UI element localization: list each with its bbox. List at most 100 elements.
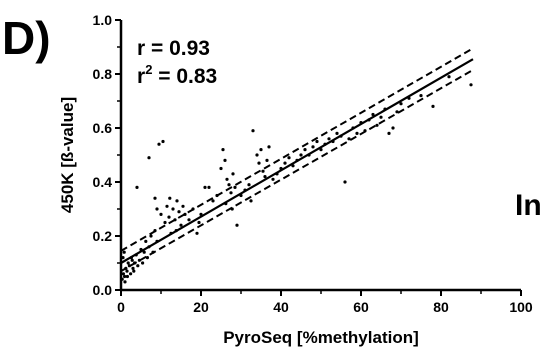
data-point [221, 148, 225, 152]
data-point [267, 145, 271, 149]
data-point [399, 102, 403, 106]
data-point [203, 185, 207, 189]
data-point [271, 177, 275, 181]
data-point [145, 256, 149, 260]
data-point [187, 218, 191, 222]
y-tick-label: 0.4 [93, 174, 113, 190]
data-point [219, 166, 223, 171]
data-point [159, 212, 163, 216]
clipped-edge-text: In [515, 189, 542, 222]
data-point [177, 210, 181, 214]
data-point [165, 204, 169, 208]
data-point [249, 199, 253, 203]
x-tick-label: 60 [353, 299, 369, 315]
r2-stat: r2 = 0.83 [137, 62, 217, 88]
data-point [167, 215, 171, 219]
data-point [233, 185, 237, 189]
data-point [142, 250, 146, 254]
data-point [121, 272, 125, 276]
data-point [311, 145, 315, 149]
x-tick-label: 40 [273, 299, 289, 315]
data-point [171, 207, 175, 211]
data-point [195, 231, 199, 235]
data-point [259, 148, 263, 152]
x-tick-label: 100 [509, 299, 533, 315]
data-point [125, 269, 129, 273]
data-point [355, 131, 359, 135]
y-tick-label: 0.0 [93, 282, 113, 298]
data-point [123, 280, 127, 284]
x-tick-label: 0 [117, 299, 125, 315]
data-point [261, 169, 265, 173]
data-point [303, 148, 307, 152]
data-point [135, 185, 139, 189]
data-point [251, 129, 255, 133]
regression-lines [120, 47, 474, 272]
data-point [235, 223, 239, 227]
data-point [371, 112, 375, 117]
data-point [207, 185, 211, 189]
data-point [157, 142, 161, 146]
data-point [131, 266, 135, 270]
data-point [469, 83, 473, 87]
data-point [335, 131, 339, 135]
plot-area: 0.0 0.2 0.4 0.6 0.8 1.0 0 20 40 60 80 100 [93, 12, 533, 315]
data-point [229, 191, 233, 195]
x-tick-label: 80 [433, 299, 449, 315]
data-point [225, 177, 229, 181]
data-point [155, 207, 159, 211]
data-point [379, 115, 383, 119]
data-point [147, 156, 151, 160]
data-point [175, 199, 179, 203]
data-point [231, 172, 235, 176]
y-axis-ticks: 0.0 0.2 0.4 0.6 0.8 1.0 [93, 12, 121, 298]
data-point [223, 158, 227, 162]
data-point [419, 94, 423, 98]
ci-lower-line [120, 69, 474, 272]
data-point [375, 123, 379, 127]
data-point [153, 196, 157, 200]
y-tick-label: 0.8 [93, 66, 113, 82]
ci-upper-line [120, 47, 474, 252]
y-axis-title: 450K [ß-value] [58, 97, 77, 213]
data-point [122, 250, 126, 254]
data-point [265, 158, 269, 162]
data-point [129, 272, 133, 276]
data-point [130, 258, 134, 262]
data-point [391, 126, 395, 130]
data-point [181, 204, 185, 208]
data-point [257, 161, 261, 165]
data-point [395, 110, 399, 114]
data-point [227, 183, 231, 187]
data-point [144, 239, 148, 243]
data-point [263, 175, 267, 179]
data-point [247, 183, 251, 187]
data-point [125, 274, 129, 279]
x-axis-ticks: 0 20 40 60 80 100 [117, 290, 533, 315]
data-point [387, 131, 391, 135]
data-point [132, 269, 136, 273]
data-point [179, 223, 183, 227]
data-point [168, 196, 172, 200]
data-point [255, 153, 259, 157]
data-points [120, 75, 473, 284]
regression-line [120, 58, 474, 264]
data-point [283, 161, 287, 165]
data-point [287, 156, 291, 160]
data-point [343, 180, 347, 184]
data-point [123, 274, 127, 279]
data-point [141, 261, 145, 265]
r-stat: r = 0.93 [137, 37, 210, 60]
data-point [447, 75, 451, 79]
data-point [431, 104, 435, 108]
data-point [315, 139, 319, 144]
data-point [327, 137, 331, 141]
y-tick-label: 0.2 [93, 228, 113, 244]
data-point [149, 234, 153, 238]
x-axis-title: PyroSeq [%methylation] [223, 328, 419, 347]
panel-label: D) [2, 12, 51, 64]
data-point [211, 199, 215, 203]
data-point [197, 220, 201, 225]
data-point [136, 264, 140, 268]
